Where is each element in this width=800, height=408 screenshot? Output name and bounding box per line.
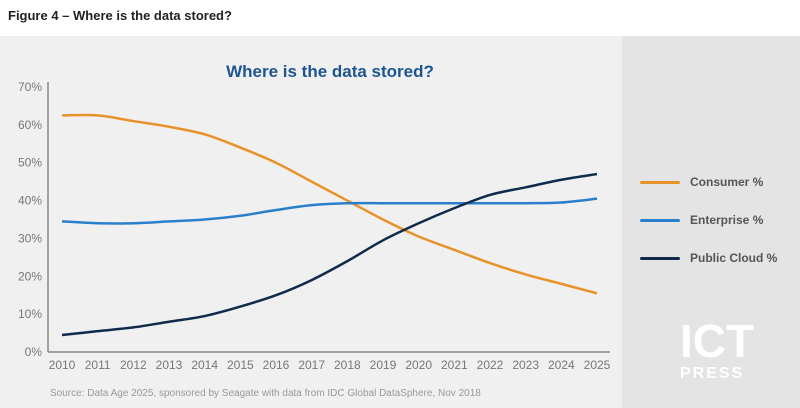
x-tick-label: 2018 (334, 358, 361, 372)
legend-item: Enterprise % (640, 213, 763, 227)
legend-label: Public Cloud % (690, 251, 778, 265)
y-tick-label: 10% (18, 307, 42, 321)
x-tick-label: 2016 (263, 358, 290, 372)
x-tick-label: 2019 (370, 358, 397, 372)
source-note: Source: Data Age 2025, sponsored by Seag… (50, 388, 481, 399)
y-tick-label: 50% (18, 156, 42, 170)
x-tick-label: 2013 (156, 358, 183, 372)
y-tick-label: 30% (18, 231, 42, 245)
x-tick-label: 2023 (512, 358, 539, 372)
x-tick-label: 2024 (548, 358, 575, 372)
x-tick-label: 2017 (298, 358, 325, 372)
x-tick-label: 2015 (227, 358, 254, 372)
x-tick-label: 2025 (584, 358, 611, 372)
x-tick-label: 2021 (441, 358, 468, 372)
figure-title: Figure 4 – Where is the data stored? (8, 8, 232, 23)
x-tick-label: 2012 (120, 358, 147, 372)
x-tick-label: 2020 (405, 358, 432, 372)
watermark-small: PRESS (680, 365, 745, 382)
y-tick-label: 70% (18, 80, 42, 94)
series-line-public-cloud- (61, 172, 598, 337)
y-tick-label: 40% (18, 194, 42, 208)
x-tick-label: 2014 (191, 358, 218, 372)
legend-item: Public Cloud % (640, 251, 777, 265)
y-tick-label: 20% (18, 269, 42, 283)
y-tick-label: 60% (18, 118, 42, 132)
legend-swatch (640, 180, 680, 184)
watermark-big: ICT (680, 315, 755, 367)
series-line-enterprise- (61, 197, 598, 225)
legend-label: Enterprise % (690, 213, 764, 227)
watermark-logo: ICT PRESS (680, 318, 754, 382)
legend-swatch (640, 256, 680, 260)
legend-swatch (640, 218, 680, 222)
legend-label: Consumer % (690, 175, 764, 189)
legend-item: Consumer % (640, 175, 763, 189)
legend-panel (622, 36, 800, 408)
x-tick-label: 2010 (49, 358, 76, 372)
y-tick-label: 0% (25, 345, 43, 359)
x-tick-label: 2022 (477, 358, 504, 372)
x-tick-label: 2011 (85, 358, 111, 372)
series-line-consumer- (61, 113, 598, 295)
chart-title: Where is the data stored? (226, 62, 434, 81)
